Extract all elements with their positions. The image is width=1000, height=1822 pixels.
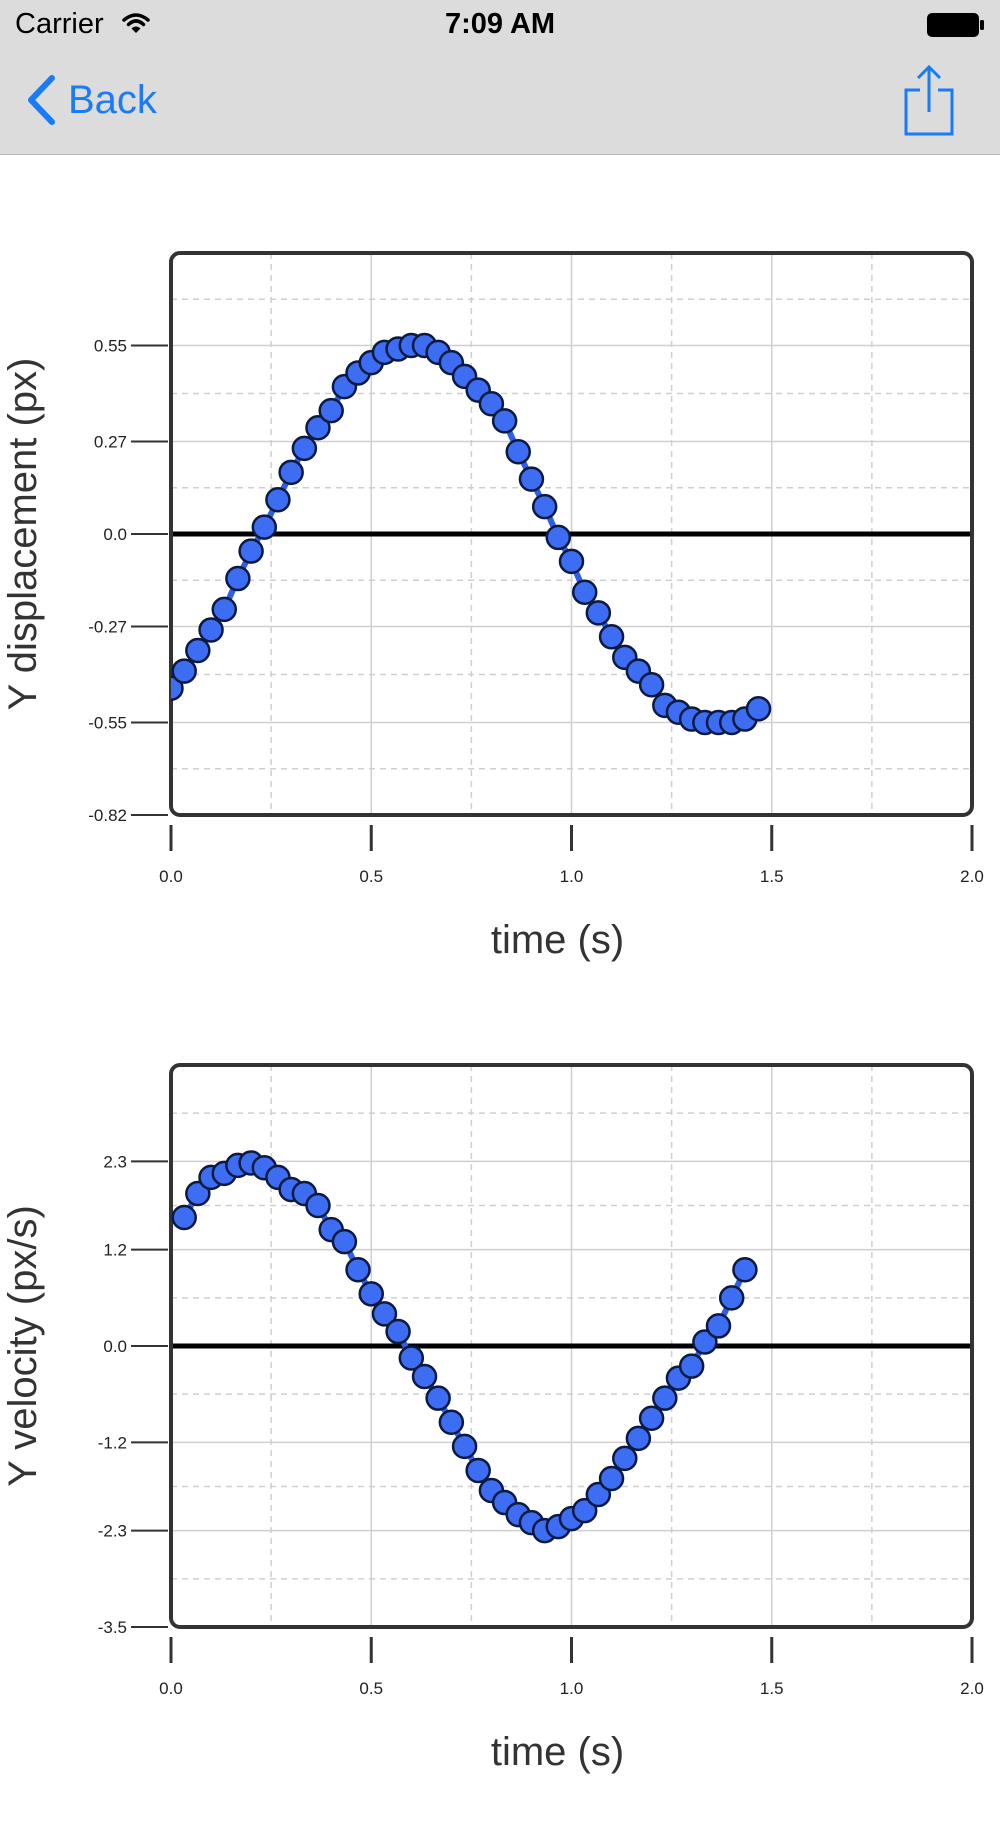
data-point	[225, 565, 251, 592]
data-point	[478, 391, 505, 417]
y-tick-label: -2.3	[98, 1522, 127, 1541]
data-point	[531, 493, 558, 520]
data-point	[625, 1425, 652, 1452]
status-time: 7:09 AM	[444, 8, 556, 40]
data-point	[211, 596, 238, 623]
data-point	[185, 637, 211, 664]
x-axis-title: time (s)	[491, 918, 624, 962]
share-icon	[904, 64, 954, 136]
data-point	[345, 1256, 371, 1283]
y-tick-label: -0.82	[88, 806, 127, 825]
data-point	[598, 624, 625, 650]
data-point	[318, 397, 344, 424]
y-tick-label: 0.27	[94, 432, 127, 451]
y-tick-label: 0.0	[103, 1337, 127, 1356]
y-tick-label: 0.55	[94, 337, 127, 356]
wifi-icon	[122, 13, 150, 33]
data-point	[612, 1445, 638, 1472]
data-point	[251, 514, 278, 540]
x-tick-label: 1.0	[560, 1679, 584, 1698]
x-tick-label: 0.5	[359, 1679, 383, 1698]
plot-frame	[169, 1063, 974, 1629]
data-point	[705, 1313, 732, 1339]
data-point	[171, 658, 197, 684]
y-tick-label: 1.2	[103, 1241, 127, 1260]
y-tick-label: -0.55	[88, 713, 127, 732]
data-point	[465, 1457, 491, 1484]
carrier-label: Carrier	[15, 8, 104, 40]
y-tick-label: -3.5	[98, 1618, 127, 1637]
chevron-left-icon	[28, 75, 55, 125]
back-label: Back	[68, 77, 157, 122]
chart-svg: 0.0 0.5 1.0 1.5 2.0 0.55 0.27 0.0 -0.27 -0.55 -0.8…	[1, 251, 984, 962]
navigation-bar: Back	[0, 50, 1000, 155]
y-tick-label: 2.3	[103, 1152, 127, 1171]
data-point	[745, 696, 772, 722]
y-axis-title: Y displacement (px)	[1, 358, 45, 711]
y-axis-title: Y velocity (px/s)	[1, 1205, 45, 1487]
data-point	[358, 1281, 384, 1307]
data-point	[678, 1353, 705, 1379]
data-series	[171, 1150, 758, 1544]
data-point	[238, 538, 264, 564]
displacement-chart: 0.0 0.5 1.0 1.5 2.0 0.55 0.27 0.0 -0.27 -0.55 -0.8…	[0, 200, 1000, 1010]
data-point	[585, 600, 612, 626]
data-point	[305, 1192, 331, 1219]
data-point	[518, 466, 545, 492]
back-button[interactable]: Back	[26, 70, 157, 130]
data-point	[171, 1204, 197, 1231]
x-tick-label: 0.0	[159, 867, 183, 886]
x-tick-label: 2.0	[960, 1679, 984, 1698]
data-point	[438, 1409, 465, 1436]
data-point	[451, 1433, 478, 1460]
x-tick-label: 1.5	[760, 867, 784, 886]
battery-icon	[927, 13, 984, 37]
data-point	[411, 1363, 438, 1390]
x-tick-label: 1.0	[560, 867, 584, 886]
data-point	[571, 1497, 598, 1524]
data-point	[371, 1301, 398, 1327]
data-point	[291, 435, 318, 462]
status-bar: Carrier 7:09 AM	[0, 0, 1000, 50]
data-point	[398, 1345, 425, 1371]
data-point	[198, 617, 224, 643]
data-point	[692, 1329, 718, 1355]
data-point	[385, 1318, 411, 1345]
y-tick-label: -1.2	[98, 1433, 127, 1452]
y-tick-label: -0.27	[88, 618, 127, 637]
data-point	[732, 1256, 758, 1283]
x-tick-label: 1.5	[760, 1679, 784, 1698]
x-axis-title: time (s)	[491, 1730, 624, 1774]
data-point	[558, 548, 585, 575]
data-point	[425, 1385, 451, 1411]
data-point	[545, 524, 572, 551]
chart-svg: 0.0 0.5 1.0 1.5 2.0 2.3 1.2 0.0 -1.2 -2.3 -3.5 time…	[1, 1063, 984, 1774]
data-series	[171, 332, 772, 736]
x-tick-label: 0.0	[159, 1679, 183, 1698]
data-point	[505, 439, 531, 465]
data-point	[265, 486, 291, 513]
data-point	[652, 1385, 678, 1411]
data-point	[598, 1465, 625, 1492]
data-point	[718, 1285, 745, 1311]
x-tick-label: 0.5	[359, 867, 383, 886]
share-button[interactable]	[900, 64, 960, 145]
x-tick-label: 2.0	[960, 867, 984, 886]
data-point	[571, 579, 598, 606]
data-point	[305, 415, 331, 441]
data-point	[638, 1405, 665, 1432]
velocity-chart: 0.0 0.5 1.0 1.5 2.0 2.3 1.2 0.0 -1.2 -2.3 -3.5 time…	[0, 1012, 1000, 1822]
data-point	[638, 672, 665, 698]
data-point	[491, 408, 518, 434]
data-point	[331, 1228, 358, 1255]
plot-frame	[169, 251, 974, 817]
data-point	[278, 459, 304, 486]
y-tick-label: 0.0	[103, 525, 127, 544]
